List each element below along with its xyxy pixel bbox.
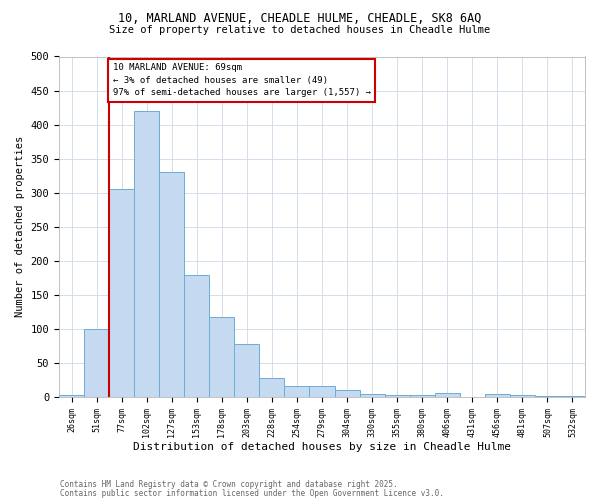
Bar bbox=[335, 390, 359, 397]
Bar bbox=[485, 394, 510, 397]
Text: 10 MARLAND AVENUE: 69sqm
← 3% of detached houses are smaller (49)
97% of semi-de: 10 MARLAND AVENUE: 69sqm ← 3% of detache… bbox=[113, 64, 371, 98]
Bar bbox=[235, 344, 259, 397]
Bar bbox=[159, 172, 184, 397]
Bar bbox=[410, 395, 435, 397]
X-axis label: Distribution of detached houses by size in Cheadle Hulme: Distribution of detached houses by size … bbox=[133, 442, 511, 452]
Bar bbox=[435, 393, 460, 397]
Bar bbox=[184, 274, 209, 397]
Bar bbox=[560, 396, 585, 397]
Text: Contains HM Land Registry data © Crown copyright and database right 2025.: Contains HM Land Registry data © Crown c… bbox=[60, 480, 398, 489]
Y-axis label: Number of detached properties: Number of detached properties bbox=[15, 136, 25, 318]
Bar bbox=[359, 394, 385, 397]
Bar bbox=[134, 111, 159, 397]
Bar bbox=[385, 395, 410, 397]
Bar bbox=[460, 396, 485, 397]
Bar bbox=[535, 396, 560, 397]
Bar bbox=[109, 190, 134, 397]
Bar bbox=[59, 395, 84, 397]
Text: Size of property relative to detached houses in Cheadle Hulme: Size of property relative to detached ho… bbox=[109, 25, 491, 35]
Text: 10, MARLAND AVENUE, CHEADLE HULME, CHEADLE, SK8 6AQ: 10, MARLAND AVENUE, CHEADLE HULME, CHEAD… bbox=[118, 12, 482, 26]
Text: Contains public sector information licensed under the Open Government Licence v3: Contains public sector information licen… bbox=[60, 488, 444, 498]
Bar bbox=[259, 378, 284, 397]
Bar bbox=[209, 317, 235, 397]
Bar bbox=[284, 386, 310, 397]
Bar bbox=[84, 329, 109, 397]
Bar bbox=[510, 395, 535, 397]
Bar bbox=[310, 386, 335, 397]
